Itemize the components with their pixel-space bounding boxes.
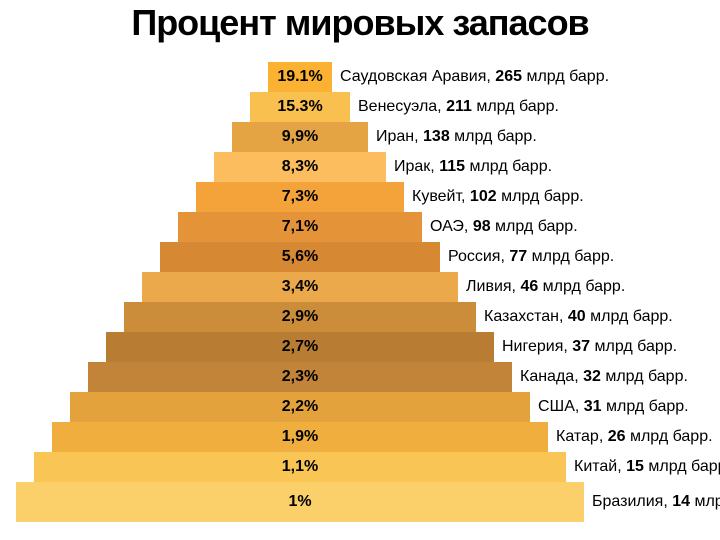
pyramid-row: 1,1% Китай, 15 млрд барр.: [0, 452, 720, 482]
pyramid-label: Китай, 15 млрд барр.: [574, 458, 720, 476]
pyramid-label: Ливия, 46 млрд барр.: [466, 278, 625, 296]
barrels-unit: млрд барр.: [522, 68, 609, 85]
pyramid-percent: 1,1%: [282, 458, 318, 476]
pyramid-row: 15.3% Венесуэла, 211 млрд барр.: [0, 92, 720, 122]
barrels-unit: млрд барр.: [527, 248, 614, 265]
pyramid-row: 2,2% США, 31 млрд барр.: [0, 392, 720, 422]
pyramid-row: 7,3% Кувейт, 102 млрд барр.: [0, 182, 720, 212]
country-name: Катар: [556, 428, 599, 445]
barrels-unit: млрд барр.: [690, 493, 720, 510]
barrels-value: 211: [446, 98, 472, 115]
barrels-value: 265: [495, 68, 522, 85]
pyramid-percent: 1,9%: [282, 428, 318, 446]
barrels-unit: млрд барр.: [465, 158, 552, 175]
barrels-value: 102: [470, 188, 497, 205]
barrels-value: 40: [568, 308, 586, 325]
pyramid-percent: 2,7%: [282, 338, 318, 356]
pyramid-label: США, 31 млрд барр.: [538, 398, 689, 416]
barrels-value: 77: [509, 248, 527, 265]
barrels-unit: млрд барр.: [601, 368, 688, 385]
country-name: США: [538, 398, 575, 415]
pyramid-row: 2,9% Казахстан, 40 млрд барр.: [0, 302, 720, 332]
pyramid-row: 3,4% Ливия, 46 млрд барр.: [0, 272, 720, 302]
pyramid-percent: 2,3%: [282, 368, 318, 386]
pyramid-label: Иран, 138 млрд барр.: [376, 128, 537, 146]
pyramid-percent: 5,6%: [282, 248, 318, 266]
country-name: Казахстан: [484, 308, 559, 325]
pyramid-label: ОАЭ, 98 млрд барр.: [430, 218, 578, 236]
pyramid-label: Канада, 32 млрд барр.: [520, 368, 688, 386]
pyramid-row: 7,1% ОАЭ, 98 млрд барр.: [0, 212, 720, 242]
pyramid-row: 1,9% Катар, 26 млрд барр.: [0, 422, 720, 452]
barrels-value: 32: [583, 368, 601, 385]
pyramid-row: 2,3% Канада, 32 млрд барр.: [0, 362, 720, 392]
barrels-value: 31: [584, 398, 602, 415]
pyramid-label: Кувейт, 102 млрд барр.: [412, 188, 584, 206]
country-name: Иран: [376, 128, 414, 145]
country-name: Венесуэла: [358, 98, 437, 115]
country-name: Саудовская Аравия: [340, 68, 486, 85]
country-name: Ирак: [394, 158, 430, 175]
pyramid-label: Бразилия, 14 млрд барр.: [592, 493, 720, 511]
pyramid-label: Казахстан, 40 млрд барр.: [484, 308, 673, 326]
country-name: Нигерия: [502, 338, 563, 355]
barrels-unit: млрд барр.: [590, 338, 677, 355]
country-name: Китай: [574, 458, 617, 475]
barrels-value: 26: [608, 428, 626, 445]
pyramid-percent: 8,3%: [282, 158, 318, 176]
barrels-unit: млрд барр.: [626, 428, 713, 445]
country-name: Кувейт: [412, 188, 461, 205]
country-name: Бразилия: [592, 493, 663, 510]
pyramid-percent: 9,9%: [282, 128, 318, 146]
barrels-value: 15: [626, 458, 644, 475]
barrels-value: 138: [423, 128, 450, 145]
pyramid-row: 2,7% Нигерия, 37 млрд барр.: [0, 332, 720, 362]
pyramid-row: 1% Бразилия, 14 млрд барр.: [0, 482, 720, 522]
barrels-value: 46: [520, 278, 538, 295]
barrels-value: 14: [672, 493, 690, 510]
country-name: Канада: [520, 368, 574, 385]
barrels-value: 37: [572, 338, 590, 355]
pyramid-label: Россия, 77 млрд барр.: [448, 248, 614, 266]
barrels-unit: млрд барр.: [602, 398, 689, 415]
pyramid-label: Ирак, 115 млрд барр.: [394, 158, 552, 176]
pyramid-percent: 19.1%: [277, 68, 322, 86]
pyramid-percent: 2,2%: [282, 398, 318, 416]
barrels-unit: млрд барр.: [538, 278, 625, 295]
pyramid-percent: 7,3%: [282, 188, 318, 206]
pyramid-label: Нигерия, 37 млрд барр.: [502, 338, 677, 356]
pyramid-percent: 1%: [288, 493, 311, 511]
barrels-unit: млрд барр.: [497, 188, 584, 205]
pyramid-label: Катар, 26 млрд барр.: [556, 428, 713, 446]
pyramid-row: 5,6% Россия, 77 млрд барр.: [0, 242, 720, 272]
country-name: ОАЭ: [430, 218, 464, 235]
barrels-value: 98: [473, 218, 491, 235]
country-name: Ливия: [466, 278, 512, 295]
barrels-unit: млрд барр.: [472, 98, 559, 115]
pyramid-percent: 3,4%: [282, 278, 318, 296]
pyramid-chart: 19.1% Саудовская Аравия, 265 млрд барр. 15…: [0, 62, 720, 532]
country-name: Россия: [448, 248, 500, 265]
pyramid-row: 8,3% Ирак, 115 млрд барр.: [0, 152, 720, 182]
barrels-unit: млрд барр.: [491, 218, 578, 235]
pyramid-label: Саудовская Аравия, 265 млрд барр.: [340, 68, 609, 86]
pyramid-row: 19.1% Саудовская Аравия, 265 млрд барр.: [0, 62, 720, 92]
pyramid-percent: 15.3%: [277, 98, 322, 116]
barrels-unit: млрд барр.: [450, 128, 537, 145]
barrels-value: 115: [439, 158, 465, 175]
barrels-unit: млрд барр.: [644, 458, 720, 475]
pyramid-percent: 2,9%: [282, 308, 318, 326]
pyramid-label: Венесуэла, 211 млрд барр.: [358, 98, 559, 116]
page-title: Процент мировых запасов: [0, 2, 720, 44]
pyramid-percent: 7,1%: [282, 218, 318, 236]
barrels-unit: млрд барр.: [586, 308, 673, 325]
pyramid-row: 9,9% Иран, 138 млрд барр.: [0, 122, 720, 152]
